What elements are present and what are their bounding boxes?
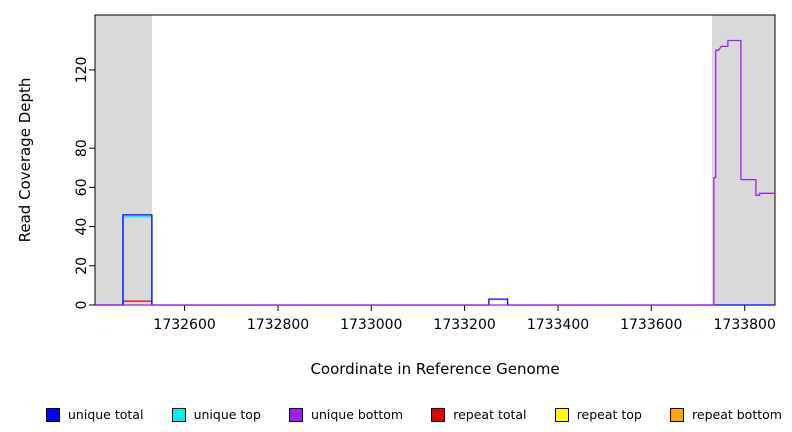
legend-label-unique-bottom: unique bottom [311, 407, 404, 422]
legend-item-unique-top: unique top [171, 407, 261, 422]
legend-swatch-unique-top [171, 407, 186, 422]
legend-swatch-repeat-bottom [670, 407, 685, 422]
x-tick-label: 1733200 [433, 317, 495, 333]
legend-swatch-repeat-total [431, 407, 446, 422]
y-tick-label: 0 [74, 301, 90, 310]
y-tick-label: 60 [74, 178, 90, 196]
y-tick-label: 20 [74, 257, 90, 275]
y-tick-label: 120 [74, 57, 90, 84]
x-axis-title: Coordinate in Reference Genome [310, 360, 560, 378]
x-tick-label: 1733800 [714, 317, 776, 333]
legend-label-repeat-bottom: repeat bottom [692, 407, 782, 422]
x-tick-label: 1732600 [153, 317, 215, 333]
legend-item-unique-bottom: unique bottom [289, 407, 403, 422]
legend-label-unique-total: unique total [68, 407, 144, 422]
x-tick-label: 1732800 [247, 317, 309, 333]
x-tick-label: 1733400 [527, 317, 589, 333]
y-tick-label: 40 [74, 218, 90, 236]
legend-label-repeat-total: repeat total [453, 407, 527, 422]
legend: unique total unique top unique bottom repea… [46, 407, 782, 422]
legend-swatch-unique-total [46, 407, 60, 422]
y-tick-label: 80 [74, 139, 90, 157]
plot-border [94, 14, 776, 306]
legend-item-unique-total: unique total [46, 407, 143, 422]
masked-region [712, 15, 775, 305]
series-unique-bottom [95, 39, 775, 306]
legend-item-repeat-bottom: repeat bottom [670, 407, 782, 422]
legend-item-repeat-top: repeat top [554, 407, 642, 422]
x-tick-label: 1733000 [340, 317, 402, 333]
legend-swatch-repeat-top [554, 407, 569, 422]
y-axis-title: Read Coverage Depth [16, 77, 34, 243]
legend-label-unique-top: unique top [193, 407, 261, 422]
legend-swatch-unique-bottom [289, 407, 304, 422]
legend-label-repeat-top: repeat top [576, 407, 642, 422]
x-tick-label: 1733600 [620, 317, 682, 333]
legend-item-repeat-total: repeat total [431, 407, 527, 422]
series-unique-total [95, 214, 775, 306]
